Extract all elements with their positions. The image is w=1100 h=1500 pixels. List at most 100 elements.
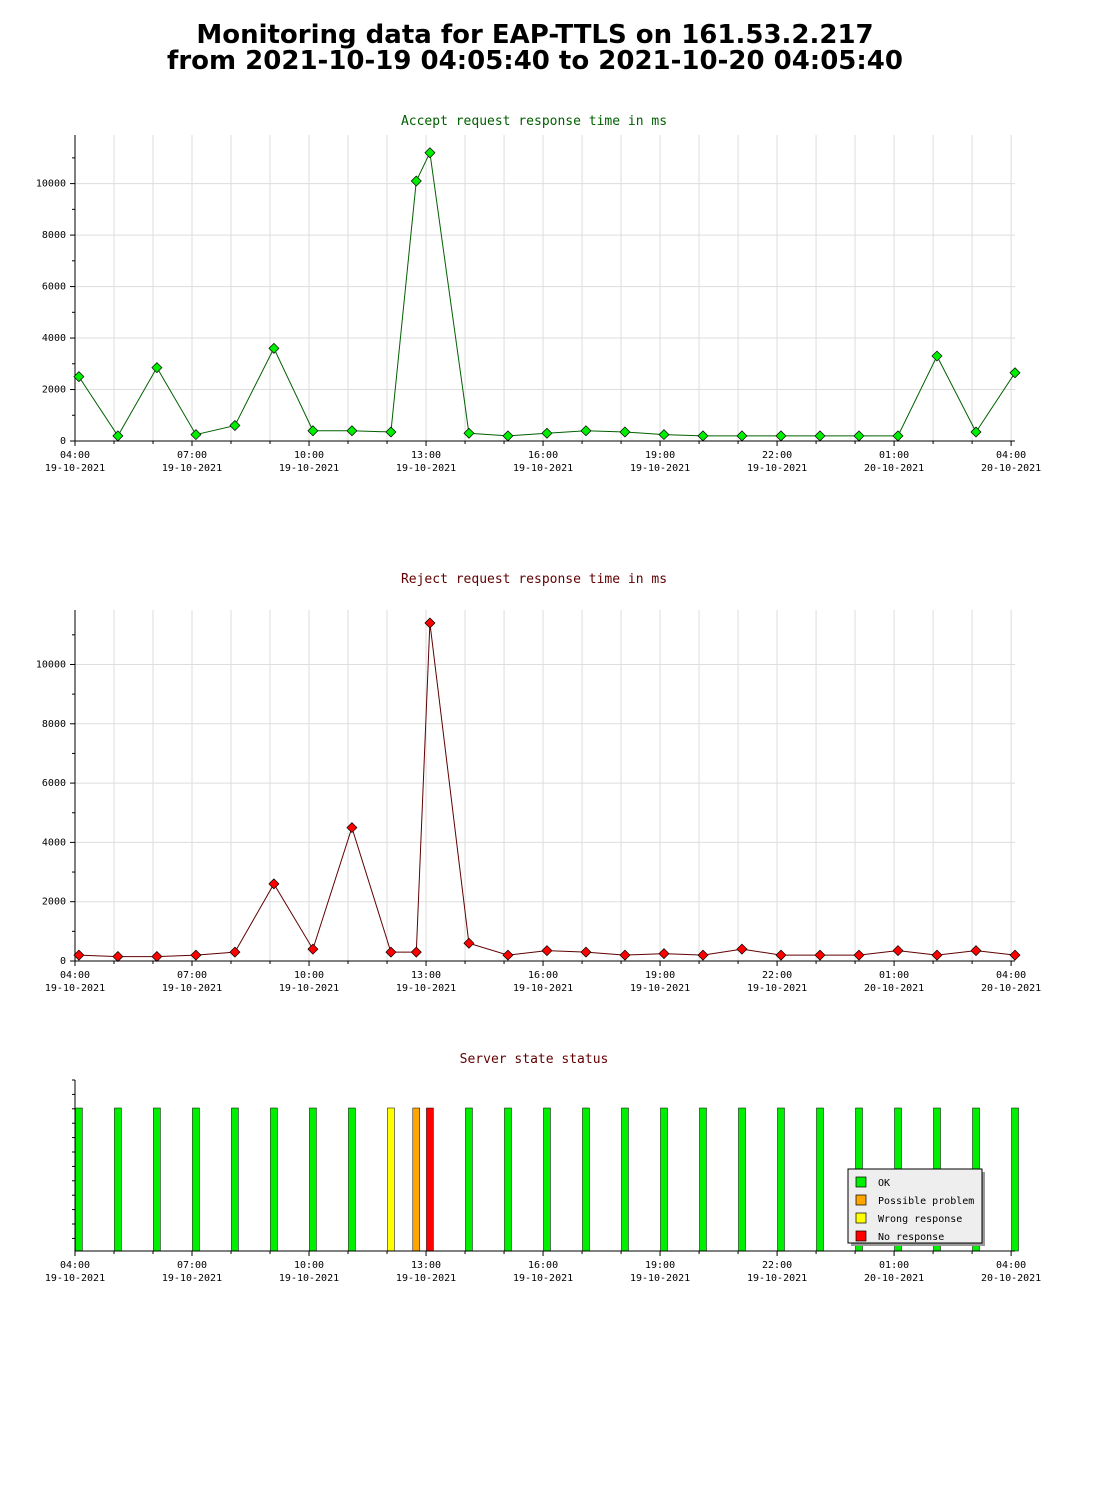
x-tick-label-time: 16:00 [528,970,558,981]
data-point [1009,949,1021,961]
x-tick-label-date: 20-10-2021 [864,1273,924,1284]
accept-response-time-chart: Accept request response time in ms 0 2000 4… [36,114,1041,474]
series-line [78,150,1016,437]
status-bar-ok [621,1107,629,1252]
y-tick-label: 4000 [42,837,66,848]
x-tick-label-date: 19-10-2021 [396,463,456,474]
status-bar-ok [231,1107,239,1252]
x-tick-label-time: 04:00 [996,1260,1026,1271]
chart-title: Accept request response time in ms [401,114,667,129]
x-tick-label-time: 22:00 [762,450,792,461]
x-tick-label-date: 19-10-2021 [513,1273,573,1284]
status-bar-ok [543,1107,551,1252]
x-tick-label-time: 01:00 [879,1260,909,1271]
x-tick-label-date: 19-10-2021 [396,983,456,994]
data-point [814,949,826,961]
status-bar-ok [348,1107,356,1252]
data-point [385,426,397,438]
x-tick-label-date: 20-10-2021 [981,983,1041,994]
status-bar-ok [699,1107,707,1252]
x-tick-label-date: 20-10-2021 [981,463,1041,474]
data-point [853,949,865,961]
status-bar-ok [777,1107,785,1252]
x-tick-label-date: 20-10-2021 [864,463,924,474]
chart-title: Server state status [460,1052,609,1067]
x-tick-label-time: 04:00 [60,450,90,461]
data-point [73,371,85,383]
x-tick-label-date: 19-10-2021 [747,1273,807,1284]
data-point [931,350,943,362]
x-tick-label-time: 07:00 [177,450,207,461]
x-tick-label-time: 04:00 [60,970,90,981]
status-bar-ok [660,1107,668,1252]
data-point [619,949,631,961]
status-bar-ok [816,1107,824,1252]
x-tick-label-time: 16:00 [528,450,558,461]
x-tick-label-date: 19-10-2021 [747,463,807,474]
data-point [346,425,358,437]
x-tick-label-time: 10:00 [294,1260,324,1271]
legend-label: Possible problem [878,1196,974,1207]
data-point [268,878,280,890]
x-tick-label-date: 19-10-2021 [630,1273,690,1284]
data-point [385,946,397,958]
data-point [658,948,670,960]
x-tick-label-time: 19:00 [645,1260,675,1271]
x-tick-label-time: 04:00 [60,1260,90,1271]
data-point [541,427,553,439]
data-point [190,949,202,961]
series-line [78,622,1016,958]
legend-swatch-no-response [855,1230,867,1242]
legend-swatch-possible-problem [855,1194,867,1206]
legend-label: No response [878,1232,944,1243]
x-tick-label-time: 04:00 [996,970,1026,981]
data-point [424,617,436,629]
x-tick-label-date: 19-10-2021 [396,1273,456,1284]
x-tick-label-date: 19-10-2021 [279,463,339,474]
page-title: Monitoring data for EAP-TTLS on 161.53.2… [0,22,1070,74]
data-point [619,426,631,438]
data-point [229,420,241,432]
y-tick-label: 8000 [42,230,66,241]
x-tick-label-date: 19-10-2021 [162,983,222,994]
x-tick-label-date: 20-10-2021 [864,983,924,994]
x-tick-label-time: 22:00 [762,1260,792,1271]
status-bar-no-response [426,1107,434,1252]
x-tick-label-time: 01:00 [879,450,909,461]
page-title-line-1: Monitoring data for EAP-TTLS on 161.53.2… [196,20,874,50]
status-bar-possible-problem [412,1107,421,1252]
x-tick-label-time: 13:00 [411,1260,441,1271]
legend-label: OK [878,1178,890,1189]
server-state-status-chart: Server state status 04:00 19-10-2021 07:00 1… [45,1052,1041,1284]
x-tick-label-time: 01:00 [879,970,909,981]
status-bar-ok [114,1107,122,1252]
data-point [502,949,514,961]
status-bar-ok [270,1107,278,1252]
x-tick-label-date: 19-10-2021 [162,463,222,474]
data-point [307,425,319,437]
data-point [268,342,280,354]
x-tick-label-time: 07:00 [177,1260,207,1271]
status-bar-ok [192,1107,200,1252]
data-point [970,945,982,957]
chart-title: Reject request response time in ms [401,572,667,587]
x-tick-label-date: 19-10-2021 [747,983,807,994]
x-tick-label-date: 19-10-2021 [630,463,690,474]
legend-swatch-wrong-response [855,1212,867,1224]
data-point [658,429,670,441]
x-tick-label-date: 19-10-2021 [279,1273,339,1284]
data-point [541,945,553,957]
y-tick-label: 2000 [42,385,66,396]
y-tick-label: 2000 [42,897,66,908]
status-bar-ok [465,1107,473,1252]
page-title-line-2: from 2021-10-19 04:05:40 to 2021-10-20 0… [167,46,903,76]
data-point [229,946,241,958]
y-tick-label: 0 [60,436,66,447]
x-tick-label-time: 16:00 [528,1260,558,1271]
y-tick-label: 10000 [36,179,66,190]
y-tick-label: 10000 [36,659,66,670]
y-tick-label: 4000 [42,333,66,344]
y-tick-label: 6000 [42,778,66,789]
x-tick-label-date: 19-10-2021 [45,983,105,994]
data-point [307,943,319,955]
